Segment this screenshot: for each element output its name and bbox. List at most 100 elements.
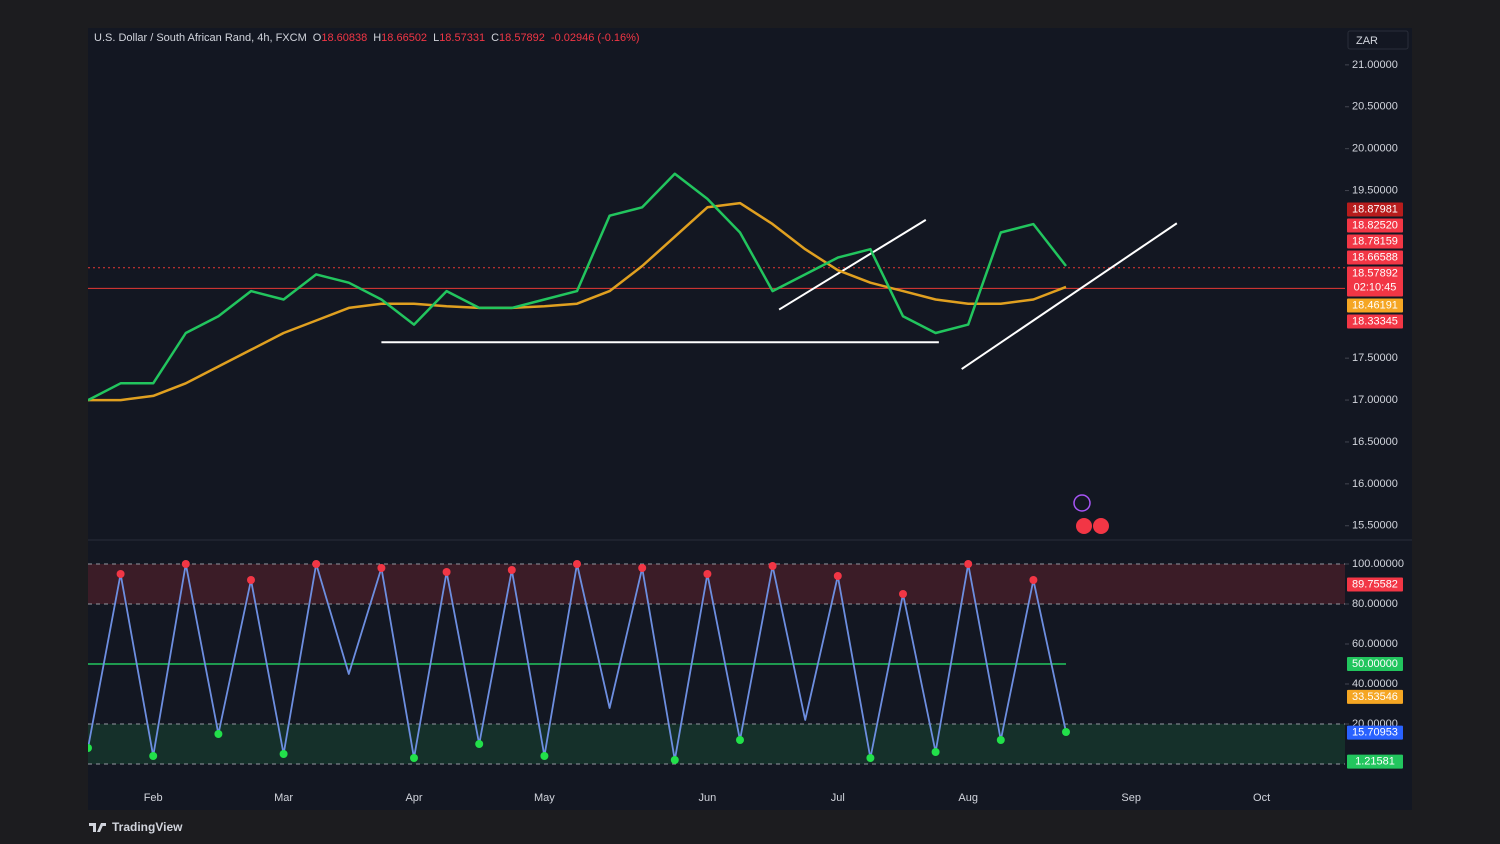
y-tick-label: 60.00000: [1352, 638, 1398, 650]
price-tag-label: 18.46191: [1352, 299, 1398, 311]
signal-dot: [116, 570, 125, 578]
price-tag: [1347, 298, 1403, 313]
price-tag: [1347, 218, 1403, 233]
x-tick-label: Apr: [405, 792, 422, 804]
price-tag-label: 18.57892: [1352, 267, 1398, 279]
ohlc-key: C: [491, 32, 500, 44]
signal-dot: [573, 560, 581, 568]
signal-dot: [410, 754, 418, 762]
brand-name: TradingView: [112, 820, 183, 834]
trendline: [778, 219, 927, 311]
signal-dot: [833, 572, 842, 580]
event-icon[interactable]: [1073, 494, 1091, 512]
countdown: 02:10:45: [1354, 281, 1397, 293]
x-tick-label: Mar: [274, 792, 293, 804]
ohlc-value: 18.57892: [499, 32, 545, 44]
y-tick-label: 17.50000: [1352, 352, 1398, 364]
x-tick-label: Oct: [1253, 792, 1270, 804]
x-tick-label: Aug: [958, 792, 978, 804]
symbol-title: U.S. Dollar / South African Rand, 4h, FX…: [94, 32, 307, 44]
y-tick-label: 19.50000: [1352, 184, 1398, 196]
x-tick-label: Jul: [831, 792, 845, 804]
price-tag: [1347, 577, 1403, 592]
symbol-legend: U.S. Dollar / South African Rand, 4h, FX…: [94, 32, 640, 44]
signal-dot: [1062, 728, 1070, 736]
x-tick-label: Feb: [144, 792, 163, 804]
signal-dot: [442, 568, 451, 576]
price-tag-label: 18.33345: [1352, 315, 1398, 327]
signal-dot: [866, 754, 875, 762]
zone-band: [88, 724, 1345, 764]
price-tag: [1347, 202, 1403, 217]
y-tick-label: 17.00000: [1352, 394, 1398, 406]
price-tag: [1347, 754, 1403, 769]
currency-box[interactable]: [1347, 30, 1409, 50]
brand: TradingView: [88, 820, 182, 834]
price-tag-label: 15.70953: [1352, 726, 1398, 738]
ohlc-item: H18.66502: [373, 32, 427, 44]
price-tag: [1347, 314, 1403, 329]
signal-dot: [736, 736, 744, 744]
ohlc-item: L18.57331: [433, 32, 485, 44]
ohlc-item: C18.57892: [491, 32, 545, 44]
y-tick-label: 16.50000: [1352, 436, 1398, 448]
signal-dot: [475, 740, 484, 748]
price-tag: [1347, 234, 1403, 249]
chart-background: [88, 28, 1412, 810]
price-tag: [1347, 689, 1403, 704]
price-tag-label: 33.53546: [1352, 691, 1398, 703]
price-tag-label: 1.21581: [1355, 755, 1395, 767]
signal-dot: [638, 564, 647, 572]
signal-dot: [247, 576, 255, 584]
price-line-series: [88, 172, 1067, 402]
price-tag-label: 18.87981: [1352, 203, 1398, 215]
signal-dot: [88, 744, 92, 752]
signal-dot: [149, 752, 158, 760]
ohlc-key: L: [433, 32, 440, 44]
ohlc-item: O18.60838: [313, 32, 367, 44]
pane: [88, 172, 1345, 402]
y-tick-label: 15.50000: [1352, 520, 1398, 532]
ohlc-key: O: [312, 32, 322, 44]
ohlc-value: 18.57331: [439, 32, 486, 44]
signal-dot: [1029, 576, 1038, 584]
price-tag: [1347, 725, 1403, 740]
trendline: [961, 222, 1178, 370]
price-tag: [1347, 250, 1403, 265]
signal-dot: [931, 748, 940, 756]
signal-dot: [181, 560, 190, 568]
y-tick-label: 80.00000: [1352, 598, 1398, 610]
price-change: -0.02946 (-0.16%): [550, 32, 640, 44]
x-tick-label: Jun: [699, 792, 717, 804]
y-tick-label: 20.00000: [1352, 143, 1398, 155]
event-icon[interactable]: [1093, 518, 1109, 534]
moving-average: [88, 201, 1067, 402]
ohlc-value: 18.60838: [321, 32, 368, 44]
signal-dot: [540, 752, 549, 760]
x-tick-label: Sep: [1121, 792, 1141, 804]
y-tick-label: 16.00000: [1352, 478, 1398, 490]
brand-logo: [89, 823, 106, 832]
signal-dot: [279, 750, 288, 758]
signal-dot: [996, 736, 1005, 744]
signal-dot: [377, 564, 386, 572]
price-tag-label: 18.78159: [1352, 235, 1398, 247]
price-tag: [1347, 266, 1403, 297]
zone-band: [88, 564, 1345, 604]
pane: [88, 560, 1345, 765]
signal-dot: [703, 570, 712, 578]
price-tag-label: 18.66588: [1352, 251, 1398, 263]
price-tag-label: 89.75582: [1352, 578, 1398, 590]
price-tag-label: 50.00000: [1352, 658, 1398, 670]
price-tag: [1347, 657, 1403, 671]
ohlc-value: 18.66502: [381, 32, 428, 44]
x-tick-label: May: [534, 792, 555, 804]
y-tick-label: 40.00000: [1352, 678, 1398, 690]
event-icon[interactable]: [1076, 518, 1092, 534]
y-tick-label: 100.00000: [1352, 558, 1404, 570]
signal-dot: [507, 566, 516, 574]
price-tag-label: 18.82520: [1352, 219, 1398, 231]
signal-dot: [214, 730, 223, 738]
